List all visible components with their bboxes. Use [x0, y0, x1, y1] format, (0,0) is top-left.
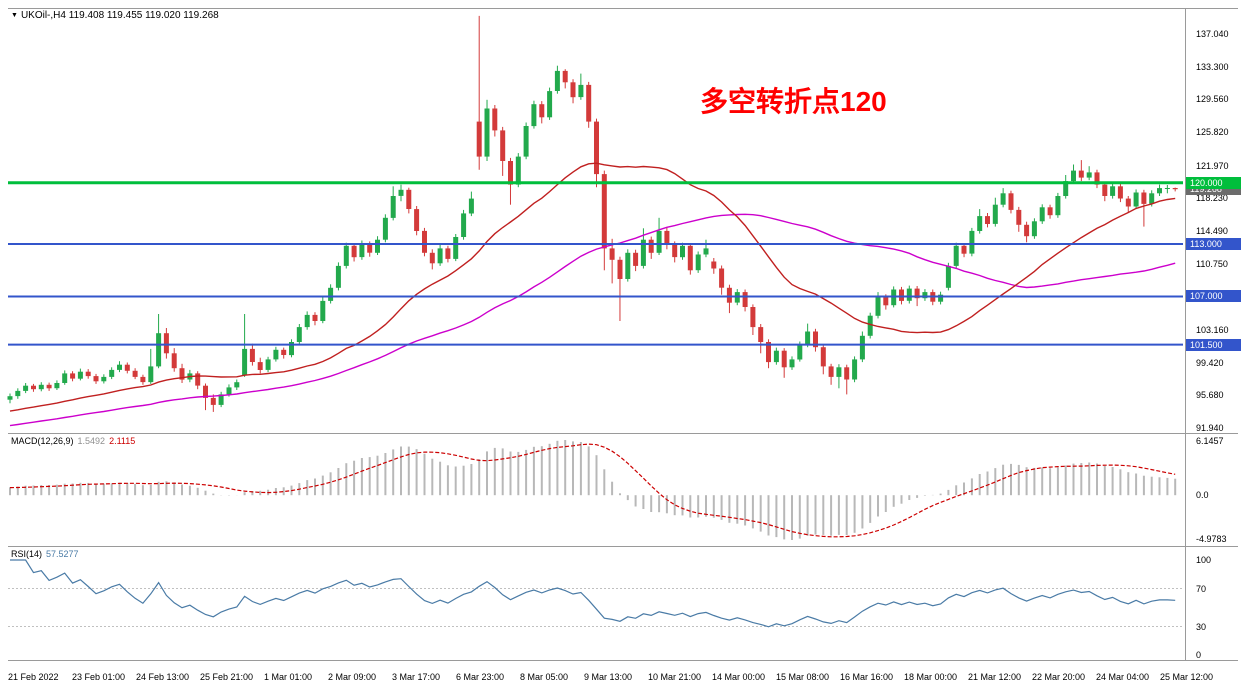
macd-axis-max: 6.1457	[1196, 436, 1224, 446]
time-axis-label: 9 Mar 13:00	[584, 672, 633, 682]
price-axis-label: 129.560	[1196, 94, 1229, 105]
macd-main-value: 1.5492	[77, 436, 106, 446]
price-axis-label: 114.490	[1196, 226, 1228, 237]
rsi-axis-label: 0	[1196, 650, 1202, 660]
time-axis-label: 8 Mar 05:00	[520, 672, 569, 682]
hline-price-tag: 107.000	[1186, 290, 1241, 303]
time-axis-label: 25 Mar 12:00	[1160, 672, 1214, 682]
time-axis-label: 16 Mar 16:00	[840, 672, 894, 682]
time-axis-label: 3 Mar 17:00	[392, 672, 441, 682]
price-axis-label: 110.750	[1196, 258, 1228, 269]
time-axis-label: 6 Mar 23:00	[456, 672, 505, 682]
rsi-name: RSI(14)	[11, 549, 43, 559]
time-axis-label: 15 Mar 08:00	[776, 672, 830, 682]
time-axis-label: 23 Feb 01:00	[72, 672, 126, 682]
symbol-timeframe: UKOil-,H4	[20, 10, 66, 21]
annotation-text: 多空转折点120	[700, 86, 887, 117]
chart-title: ▼ UKOil-,H4 119.408 119.455 119.020 119.2…	[11, 10, 219, 21]
rsi-axis-label: 30	[1196, 621, 1207, 632]
time-axis-label: 1 Mar 01:00	[264, 672, 313, 682]
price-axis-label: 118.230	[1196, 193, 1228, 204]
price-axis-label: 133.300	[1196, 61, 1229, 72]
time-axis-label: 25 Feb 21:00	[200, 672, 254, 682]
price-axis-label: 95.680	[1196, 390, 1224, 401]
macd-signal-value: 2.1115	[109, 436, 136, 446]
macd-indicator-label: MACD(12,26,9) 1.5492 2.1115	[11, 436, 139, 446]
hline-price-tag: 120.000	[1186, 176, 1241, 189]
time-axis[interactable]: 21 Feb 2022 23 Feb 01:00 24 Feb 13:00 25 Fe…	[0, 660, 1246, 694]
macd-name: MACD(12,26,9)	[11, 436, 74, 446]
rsi-axis-label: 100	[1196, 555, 1212, 565]
time-axis-label: 18 Mar 00:00	[904, 672, 958, 682]
time-axis-label: 21 Feb 2022	[8, 672, 59, 682]
time-axis-label: 24 Mar 04:00	[1096, 672, 1150, 682]
time-axis-label: 2 Mar 09:00	[328, 672, 377, 682]
rsi-indicator-label: RSI(14) 57.5277	[11, 549, 83, 559]
price-axis-label: 125.820	[1196, 126, 1229, 137]
time-axis-label: 24 Feb 13:00	[136, 672, 190, 682]
price-axis-label: 103.160	[1196, 325, 1229, 336]
macd-axis-zero: 0.0	[1196, 490, 1209, 501]
macd-axis-min: -4.9783	[1196, 534, 1227, 544]
time-axis-label: 14 Mar 00:00	[712, 672, 766, 682]
price-axis-label: 137.040	[1196, 28, 1229, 39]
rsi-axis-label: 70	[1196, 583, 1207, 594]
time-axis-label: 21 Mar 12:00	[968, 672, 1022, 682]
time-axis-label: 10 Mar 21:00	[648, 672, 702, 682]
rsi-value: 57.5277	[46, 549, 79, 559]
price-axis-label: 99.420	[1196, 357, 1224, 368]
hline-price-tag: 101.500	[1186, 338, 1241, 351]
price-axis-label: 121.970	[1196, 160, 1229, 171]
symbol-dropdown-icon[interactable]: ▼	[11, 12, 18, 19]
ohlc-values: 119.408 119.455 119.020 119.268	[68, 10, 219, 21]
price-axis-label: 91.940	[1196, 423, 1224, 434]
hline-price-tag: 113.000	[1186, 238, 1241, 251]
time-axis-label: 22 Mar 20:00	[1032, 672, 1086, 682]
